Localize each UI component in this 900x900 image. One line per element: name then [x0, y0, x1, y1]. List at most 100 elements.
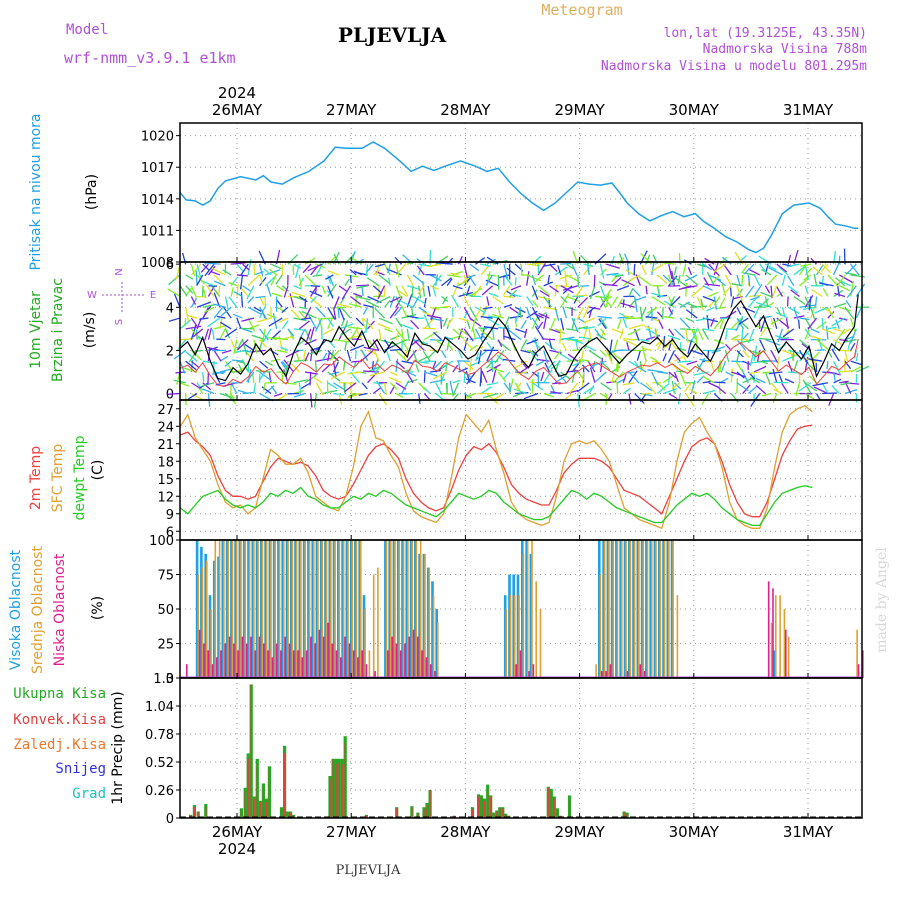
wind-arrow	[309, 371, 312, 386]
wind-arrow	[815, 264, 824, 276]
wind-arrow	[804, 267, 813, 276]
sfc-temp-line	[179, 405, 813, 530]
wind-arrow	[259, 306, 268, 320]
wind-arrow	[677, 274, 681, 284]
conv-precip-bar	[290, 812, 292, 818]
wind-arrow	[598, 281, 607, 287]
wind-arrow	[317, 317, 323, 330]
wind-arrow	[423, 314, 431, 330]
conv-precip-bar	[484, 800, 486, 818]
wind-arrow	[349, 326, 359, 340]
mid-cloud-bar	[779, 595, 781, 678]
wind-arrow	[566, 328, 578, 332]
wind-arrow	[185, 360, 197, 371]
mid-cloud-bar	[347, 540, 349, 678]
wind-arrow	[668, 360, 679, 371]
low-cloud-bar	[335, 650, 338, 678]
high-cloud-bar	[225, 540, 229, 678]
day-label-bottom: 30MAY	[669, 823, 720, 841]
wind-arrow	[681, 285, 698, 290]
wind-arrow	[547, 274, 551, 284]
wind-arrow	[273, 392, 283, 397]
wind-arrow	[486, 360, 494, 369]
wind-arrow	[685, 274, 699, 286]
low-cloud-bar	[643, 671, 646, 678]
pressure-tick-label: 1020	[141, 130, 174, 145]
wind-arrow	[236, 317, 242, 329]
low-cloud-bar	[258, 636, 261, 678]
mid-cloud-bar	[334, 540, 336, 678]
wind-arrow	[199, 317, 209, 321]
wind-arrow	[498, 326, 510, 330]
wind-arrow	[395, 331, 400, 340]
wind-arrow	[212, 361, 215, 374]
wind-arrow	[606, 272, 619, 276]
wind-arrow	[407, 371, 417, 377]
wind-arrow	[730, 334, 740, 341]
wind-arrow	[651, 371, 659, 386]
wind-arrow	[668, 392, 678, 400]
mid-cloud-bar	[651, 540, 653, 678]
wind-arrow	[466, 274, 476, 279]
wind-arrow	[756, 350, 761, 362]
wind-arrow	[204, 328, 210, 341]
wind-arrow	[677, 360, 692, 363]
wind-arrow	[184, 318, 187, 327]
mid-cloud-bar	[287, 540, 289, 678]
wind-arrow	[496, 355, 505, 362]
low-cloud-bar	[605, 671, 607, 678]
wind-arrow	[321, 363, 331, 373]
mid-cloud-bar	[300, 540, 302, 678]
wind-arrow	[418, 306, 427, 314]
wind-arrow	[463, 296, 470, 307]
mid-cloud-bar	[638, 540, 640, 678]
wind-arrow	[332, 361, 339, 373]
wind-arrow	[393, 306, 403, 317]
wind-arrow	[245, 350, 255, 362]
wind-arrow	[748, 371, 760, 375]
wind-arrow	[416, 265, 425, 276]
mid-cloud-bar	[642, 540, 644, 678]
wind-arrow	[271, 292, 283, 298]
wind-arrow	[316, 263, 325, 269]
wind-arrow	[643, 325, 652, 330]
low-cloud-bar	[399, 650, 402, 678]
wind-arrow	[350, 344, 365, 352]
wind-arrow	[294, 263, 300, 279]
wind-arrow	[441, 277, 452, 287]
wind-arrow	[750, 295, 760, 301]
wind-arrow	[333, 338, 350, 343]
wind-arrow	[622, 387, 631, 395]
panel-3	[236, 400, 809, 540]
wind-arrow	[543, 350, 549, 364]
wind-arrow	[463, 306, 472, 321]
wind-arrow	[486, 256, 499, 265]
wind-arrow	[722, 256, 732, 265]
wind-arrow	[687, 339, 693, 355]
wind-arrow	[200, 263, 209, 273]
wind-arrow	[373, 348, 380, 362]
wind-arrow	[298, 382, 302, 394]
wind-arrow	[230, 393, 237, 405]
wind-arrow	[544, 362, 551, 373]
wind-arrow	[839, 338, 848, 342]
wind-arrow	[304, 371, 318, 375]
wind-arrow	[401, 328, 404, 337]
conv-precip-bar	[502, 808, 504, 818]
mid-cloud-bar	[253, 540, 255, 678]
wind-arrow	[634, 393, 645, 404]
wind-arrow	[302, 263, 312, 274]
wind-arrow	[351, 360, 357, 372]
wind-arrow	[429, 274, 442, 282]
wind-arrow	[276, 349, 288, 354]
mid-cloud-bar	[663, 540, 666, 678]
low-cloud-bar	[280, 650, 282, 678]
wind-arrow	[844, 271, 857, 276]
precip-tick-label: 1.04	[145, 700, 174, 715]
wind-arrow	[224, 296, 229, 311]
wind-arrow	[695, 317, 709, 322]
wind-arrow	[233, 291, 243, 298]
wind-arrow	[237, 339, 249, 351]
wind-arrow	[253, 264, 256, 276]
